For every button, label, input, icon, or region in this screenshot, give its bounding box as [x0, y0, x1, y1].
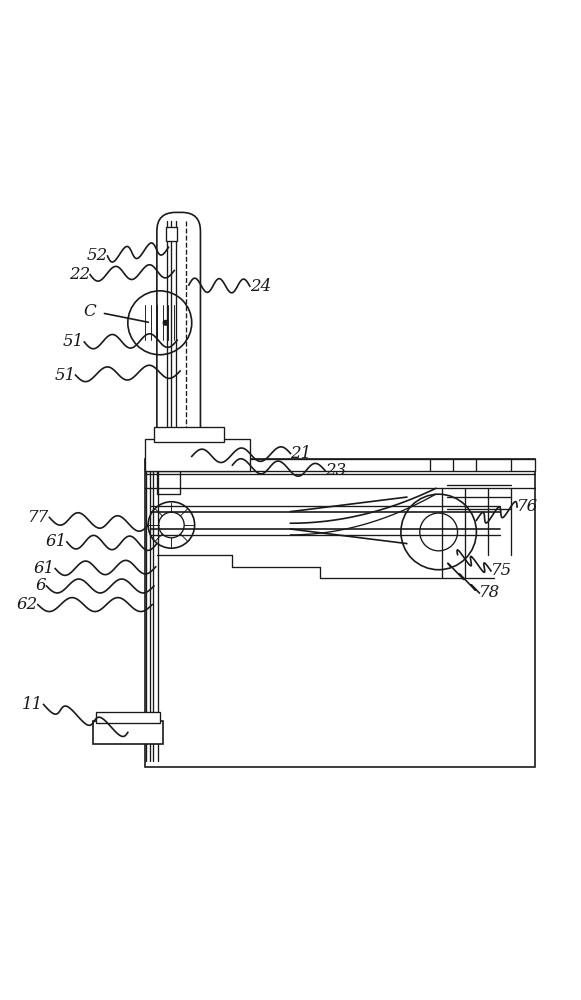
Bar	[154, 427, 224, 442]
Text: 21: 21	[290, 445, 312, 462]
Text: 52: 52	[86, 247, 107, 264]
Text: 51: 51	[54, 367, 76, 384]
Text: 51: 51	[63, 333, 84, 350]
Text: 6: 6	[36, 577, 46, 594]
Bar	[145, 459, 535, 767]
Text: 61: 61	[45, 533, 67, 550]
Text: 11: 11	[22, 696, 44, 713]
Text: 76: 76	[517, 498, 539, 515]
Text: 77: 77	[28, 509, 49, 526]
Text: 75: 75	[491, 562, 512, 579]
Text: 62: 62	[16, 596, 38, 613]
Text: 61: 61	[34, 560, 55, 577]
Bar	[96, 712, 160, 723]
FancyBboxPatch shape	[157, 212, 200, 724]
Text: 78: 78	[479, 584, 501, 601]
Text: 22: 22	[69, 266, 90, 283]
Circle shape	[163, 320, 168, 325]
Bar	[145, 439, 250, 471]
Bar	[93, 721, 163, 744]
Text: 24: 24	[250, 278, 271, 295]
Bar	[166, 227, 177, 241]
Text: 23: 23	[325, 462, 347, 479]
Text: C: C	[83, 303, 96, 320]
Bar	[145, 459, 535, 471]
